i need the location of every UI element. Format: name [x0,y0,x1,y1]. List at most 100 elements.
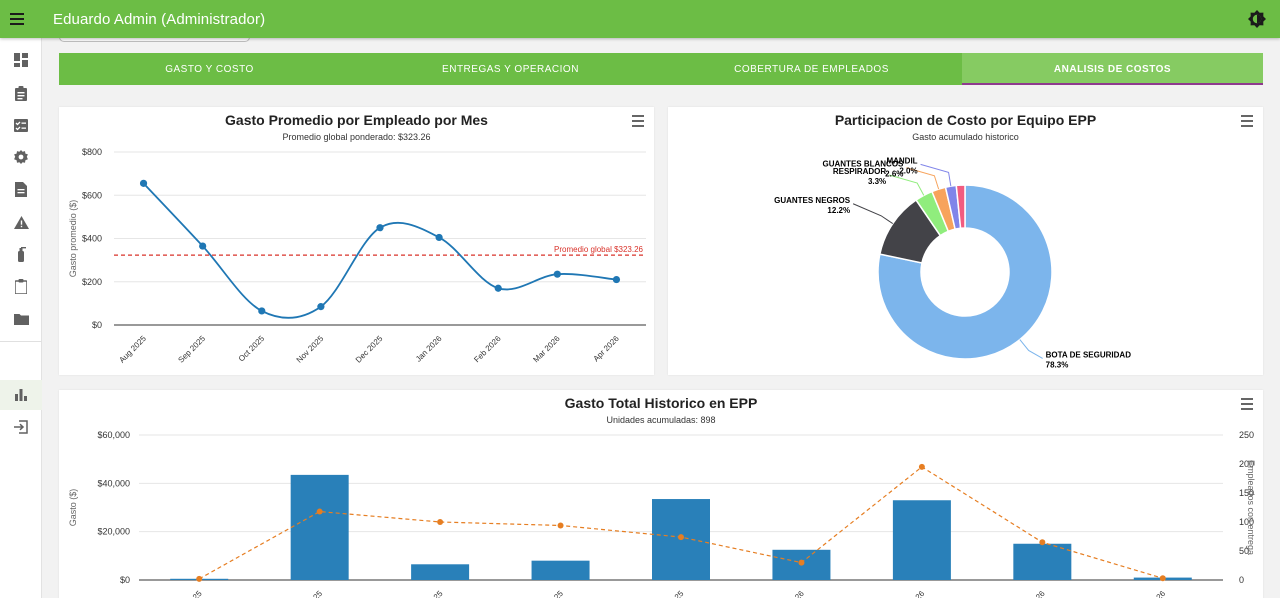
slice-value-label: 12.2% [827,206,850,215]
data-point [316,508,323,515]
sidebar [0,38,42,598]
clipboard-icon[interactable] [0,271,42,301]
line-chart: $0 $200 $400 $600 $800 Gasto promedio ($) Aug … [68,147,646,365]
slice-connector [1019,339,1043,359]
gear-icon[interactable] [0,142,42,172]
y-tick-label: $40,000 [97,478,130,488]
main-content: GASTO Y COSTO ENTREGAS Y OPERACION COBER… [43,32,1280,598]
data-point [678,534,684,541]
x-tick-label: 26 [793,589,806,598]
slice-value-label: 2.6% [885,170,903,179]
data-point [612,275,621,284]
data-point [1039,539,1046,546]
fire-extinguisher-icon[interactable] [0,239,42,269]
bar [1013,543,1072,580]
tab-cobertura-de-empleados[interactable]: COBERTURA DE EMPLEADOS [734,63,889,75]
bar [892,500,951,580]
bar [290,474,349,580]
data-point [139,179,148,187]
slice-connector [920,163,952,187]
data-point [196,575,203,582]
chart-title: Gasto Total Historico en EPP [564,395,758,411]
chart-title: Gasto Promedio por Empleado por Mes [225,112,488,128]
data-point [437,519,444,525]
chart-subtitle: Gasto acumulado historico [912,132,1019,142]
dashboard-icon[interactable] [0,45,42,75]
slice-connector [852,203,894,224]
series-line [142,182,617,319]
slice-label: RESPIRADOR [833,167,887,176]
x-tick-label: 25 [673,589,686,598]
y-tick-label: $0 [120,575,130,585]
theme-toggle-icon[interactable] [1246,8,1268,30]
slice-connector [906,167,940,190]
data-point [258,307,266,315]
tab-bar: GASTO Y COSTO ENTREGAS Y OPERACION COBER… [59,53,1263,85]
slice-label: MANDIL [886,156,917,165]
chart-menu-icon[interactable] [632,115,646,127]
x-tick-label: Apr 2026 [592,334,622,364]
menu-icon[interactable] [2,4,32,34]
y-tick-label: $60,000 [97,430,130,440]
y2-tick-label: 0 [1239,575,1244,585]
x-tick-label: Mar 2026 [531,334,562,365]
chart-subtitle: Unidades acumuladas: 898 [606,415,716,425]
data-point [376,224,384,232]
y-tick-label: $200 [82,277,102,287]
y-tick-label: $400 [82,234,102,244]
x-tick-label: Nov 2025 [295,334,326,365]
tab-entregas-y-operacion[interactable]: ENTREGAS Y OPERACION [442,63,579,75]
folder-icon[interactable] [0,304,42,334]
reference-line-label: Promedio global $323.26 [554,245,644,254]
chart-subtitle: Promedio global ponderado: $323.26 [282,132,431,142]
data-point [557,522,564,529]
app-bar: Eduardo Admin (Administrador) [0,0,1280,38]
y2-tick-label: 150 [1239,488,1254,498]
y2-tick-label: 100 [1239,517,1254,527]
bar-line-chart: $0 $20,000 $40,000 $60,000 0 50 100 150 200 250 Ga… [68,430,1256,598]
y-tick-label: $800 [82,147,102,157]
slice-label: BOTA DE SEGURIDAD [1046,350,1132,359]
x-tick-label: 26 [1034,589,1047,598]
warning-icon[interactable] [0,207,42,237]
x-tick-label: 25 [191,589,204,598]
data-point [494,284,502,292]
chart-card-participacion: Participacion de Costo por Equipo EPP Ga… [668,107,1263,375]
x-tick-label: Feb 2026 [472,334,503,365]
y-axis-title: Gasto promedio ($) [68,200,78,278]
chart-menu-icon[interactable] [1241,115,1255,127]
clipboard-list-icon[interactable] [0,78,42,108]
slice-connector [889,174,925,196]
slice-label: GUANTES BLANCOS [823,160,905,169]
document-icon[interactable] [0,174,42,204]
bar [411,564,470,580]
x-tick-label: 26 [914,589,927,598]
x-tick-label: 25 [552,589,565,598]
x-tick-label: 25 [432,589,445,598]
tab-analisis-de-costos[interactable]: ANALISIS DE COSTOS [962,53,1263,85]
chart-menu-icon[interactable] [1241,398,1255,410]
data-point [435,233,443,242]
y-tick-label: $600 [82,190,102,200]
x-tick-label: 25 [311,589,324,598]
slice-label: GUANTES NEGROS [774,196,851,205]
bar [531,560,590,580]
slice-value-label: 2.0% [899,166,917,175]
data-point [798,559,805,566]
y2-tick-label: 250 [1239,430,1254,440]
y2-tick-label: 50 [1239,546,1249,556]
data-point [199,242,207,250]
x-tick-label: Jan 2026 [414,334,444,364]
slice-value-label: 3.3% [868,177,886,186]
tab-gasto-y-costo[interactable]: GASTO Y COSTO [165,63,254,75]
y-tick-label: $0 [92,320,102,330]
chart-title: Participacion de Costo por Equipo EPP [834,112,1097,128]
pie-slice [955,184,966,230]
x-tick-label: Aug 2025 [117,334,148,365]
user-title: Eduardo Admin (Administrador) [53,10,266,28]
logout-icon[interactable] [0,412,42,442]
x-tick-label: Oct 2025 [237,334,267,364]
checklist-icon[interactable] [0,110,42,140]
bar-chart-icon[interactable] [0,380,42,410]
